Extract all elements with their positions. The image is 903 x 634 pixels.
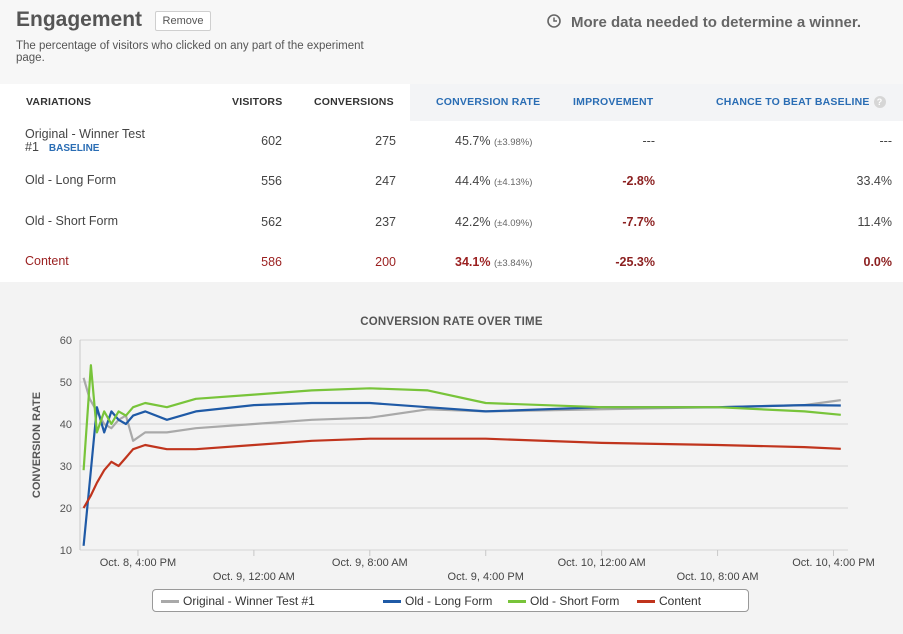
series-line-4 [82,437,841,509]
rate-value: 45.7% [455,134,491,148]
clock-icon [547,14,561,28]
column-header-conversions[interactable]: CONVERSIONS [314,96,394,108]
visitors-value: 602 [261,134,282,148]
rate-margin: (±3.84%) [493,258,533,269]
y-axis-label: CONVERSION RATE [31,392,43,498]
y-tick-label: 50 [60,377,72,389]
column-header-visitors[interactable]: VISITORS [232,96,283,108]
legend-swatch [508,600,526,604]
variation-label: Original - Winner Test #1 [25,127,145,154]
column-header-conversion-rate[interactable]: CONVERSION RATE [436,96,541,108]
baseline-badge: BASELINE [48,143,100,154]
visitors-value: 562 [261,215,282,229]
improvement-value: --- [642,134,656,148]
variation-name: Original - Winner Test #1 BASELINE [25,128,185,155]
winner-notice: More data needed to determine a winner. [571,14,862,31]
rate-value: 44.4% [455,174,491,188]
variation-name: Old - Short Form [25,214,119,228]
y-tick-label: 60 [60,335,72,347]
visitors-value: 556 [261,174,282,188]
column-header-variations[interactable]: VARIATIONS [26,96,92,108]
variation-name: Old - Long Form [25,173,117,187]
goal-description: The percentage of visitors who clicked o… [16,40,364,64]
results-table: VARIATIONS VISITORS CONVERSIONS CONVERSI… [0,84,903,282]
chart-legend: Original - Winner Test #1 Old - Long For… [152,589,749,612]
legend-label: Content [659,594,702,608]
conversion-rate-value: 42.2% (±4.09%) [455,215,532,229]
conversions-value: 237 [375,215,396,229]
experiment-header: Engagement Remove The percentage of visi… [0,0,903,85]
conversion-rate-value: 34.1% (±3.84%) [455,255,532,269]
rate-margin: (±4.09%) [493,218,533,229]
series-line-1 [82,377,841,442]
conversions-value: 275 [375,134,396,148]
column-header-chance-to-beat-baseline[interactable]: CHANCE TO BEAT BASELINE? [716,96,886,109]
conversion-rate-value: 45.7% (±3.98%) [455,134,532,148]
improvement-value: -2.8% [622,174,655,188]
legend-item-original[interactable]: Original - Winner Test #1 [161,594,315,608]
legend-swatch [637,600,655,604]
legend-label: Old - Long Form [405,594,493,608]
x-tick-label: Oct. 8, 4:00 PM [100,557,176,569]
legend-label: Original - Winner Test #1 [183,594,315,608]
page-title: Engagement [16,8,143,31]
x-tick-label: Oct. 10, 4:00 PM [792,557,875,569]
series-line-3 [82,364,841,471]
legend-item-content[interactable]: Content [637,594,701,608]
chance-value: --- [879,134,893,148]
conversion-rate-chart: 10 20 30 40 50 60 CONVERSION RATE Oct. 8, 4:00 … [31,335,875,583]
series-line-2 [82,401,841,546]
x-tick-label: Oct. 10, 12:00 AM [558,557,646,569]
rate-value: 42.2% [455,215,491,229]
legend-swatch [383,600,401,604]
rate-margin: (±3.98%) [493,137,533,148]
rate-margin: (±4.13%) [493,177,533,188]
legend-item-short-form[interactable]: Old - Short Form [508,594,619,608]
chance-header-label: CHANCE TO BEAT BASELINE [716,96,870,108]
column-header-improvement[interactable]: IMPROVEMENT [573,96,654,108]
improvement-value: -7.7% [622,215,655,229]
y-tick-label: 30 [60,461,72,473]
x-tick-label: Oct. 9, 4:00 PM [448,571,524,583]
conversions-value: 200 [375,255,396,269]
legend-item-long-form[interactable]: Old - Long Form [383,594,492,608]
conversions-value: 247 [375,174,396,188]
chance-value: 33.4% [856,174,892,188]
chart-title: CONVERSION RATE OVER TIME [360,316,543,328]
legend-label: Old - Short Form [530,594,620,608]
remove-button[interactable]: Remove [155,11,211,31]
rate-value: 34.1% [455,255,491,269]
x-tick-label: Oct. 9, 8:00 AM [332,557,408,569]
conversion-rate-value: 44.4% (±4.13%) [455,174,532,188]
visitors-value: 586 [261,255,282,269]
legend-swatch [161,600,179,604]
help-circle-icon[interactable]: ? [873,96,886,109]
chance-value: 11.4% [857,215,892,229]
metrics-header-background [410,84,903,121]
y-tick-label: 20 [60,503,72,515]
y-tick-label: 40 [60,419,72,431]
chance-value: 0.0% [863,255,893,269]
y-tick-label: 10 [60,545,72,557]
variation-name: Content [25,254,69,268]
x-tick-label: Oct. 9, 12:00 AM [213,571,295,583]
improvement-value: -25.3% [615,255,655,269]
x-tick-label: Oct. 10, 8:00 AM [677,571,759,583]
